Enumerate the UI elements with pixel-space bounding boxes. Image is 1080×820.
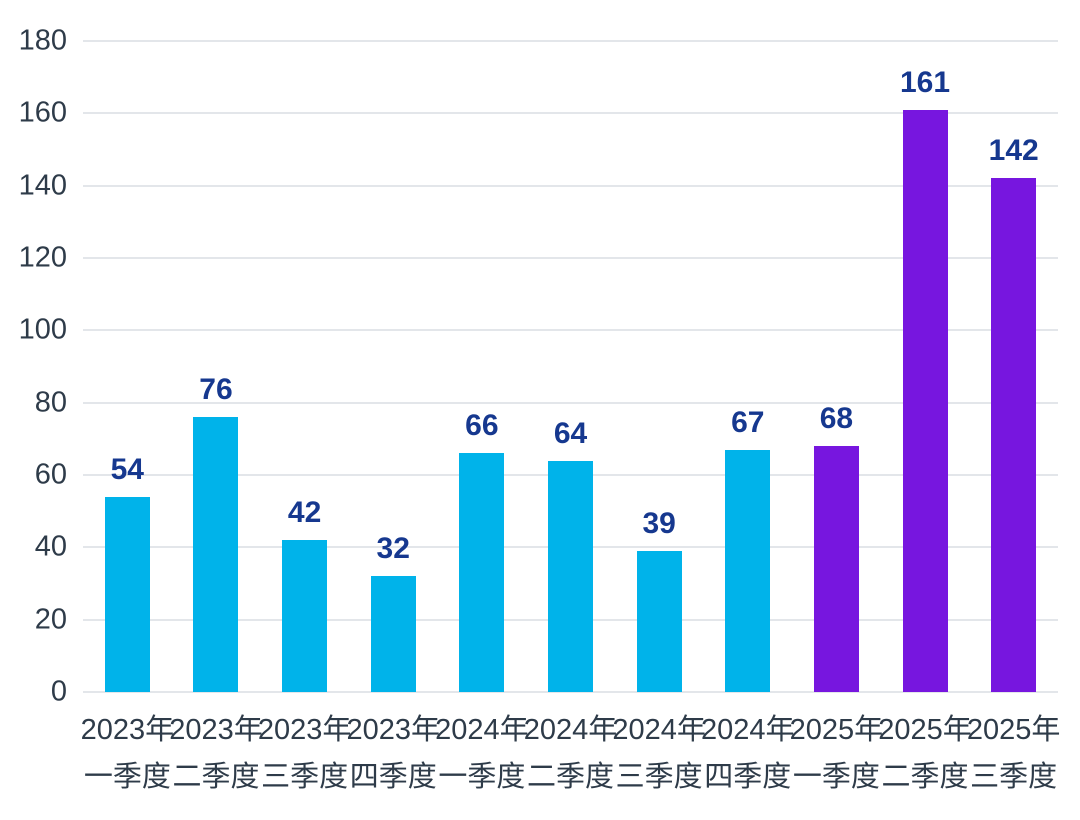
x-tick-label: 2025年二季度 bbox=[870, 716, 980, 792]
plot-area: 0 20 40 60 80 100 120 140 160 180 54 2023年一季度 76 2023… bbox=[19, 26, 1061, 792]
bar bbox=[636, 550, 682, 692]
y-tick-label: 80 bbox=[34, 386, 67, 419]
bar-value-label: 54 bbox=[110, 452, 144, 486]
x-tick-label-year: 2023年 bbox=[257, 714, 352, 746]
x-tick-label-year: 2024年 bbox=[523, 714, 618, 746]
x-tick-label-year: 2023年 bbox=[80, 714, 175, 746]
x-tick-label: 2023年二季度 bbox=[161, 716, 271, 792]
bar-value-label: 76 bbox=[199, 373, 233, 407]
x-tick-label-year: 2023年 bbox=[169, 714, 263, 746]
y-tick-label: 160 bbox=[18, 96, 67, 129]
x-tick-label: 2023年四季度 bbox=[338, 716, 448, 792]
x-tick-label-quarter: 三季度 bbox=[970, 761, 1058, 793]
gridline bbox=[83, 401, 1058, 404]
x-tick-label-year: 2025年 bbox=[878, 714, 972, 746]
x-tick-label-quarter: 四季度 bbox=[349, 761, 437, 793]
x-tick-label-quarter: 二季度 bbox=[172, 761, 260, 793]
bar bbox=[725, 449, 771, 692]
bar bbox=[193, 417, 239, 692]
x-tick-label-quarter: 四季度 bbox=[704, 761, 792, 793]
x-tick-label: 2025年三季度 bbox=[959, 716, 1069, 792]
x-tick-label: 2025年一季度 bbox=[781, 716, 891, 792]
gridline bbox=[83, 257, 1058, 259]
x-tick-label: 2024年三季度 bbox=[604, 716, 714, 792]
x-tick-label-quarter: 三季度 bbox=[261, 761, 349, 793]
x-tick-label: 2023年三季度 bbox=[250, 716, 360, 792]
bar-value-label: 42 bbox=[287, 496, 322, 530]
bar bbox=[282, 540, 328, 692]
bar-value-label: 68 bbox=[819, 402, 854, 436]
gridline bbox=[83, 691, 1058, 693]
x-tick-label-year: 2024年 bbox=[701, 714, 795, 746]
x-tick-label-quarter: 一季度 bbox=[792, 761, 880, 793]
y-tick-label: 120 bbox=[18, 241, 67, 274]
bar-value-label: 161 bbox=[900, 65, 951, 99]
x-tick-label-quarter: 三季度 bbox=[615, 761, 703, 793]
gridline bbox=[83, 329, 1058, 332]
x-tick-label-quarter: 一季度 bbox=[438, 761, 526, 793]
x-tick-label-year: 2024年 bbox=[435, 714, 529, 746]
x-tick-label: 2024年四季度 bbox=[693, 716, 803, 792]
y-tick-label: 20 bbox=[34, 603, 67, 636]
y-tick-label: 40 bbox=[34, 530, 67, 563]
x-tick-label-quarter: 一季度 bbox=[83, 761, 171, 793]
bar-value-label: 32 bbox=[376, 532, 410, 566]
bar bbox=[902, 109, 948, 692]
bar bbox=[104, 496, 150, 692]
gridline bbox=[83, 40, 1058, 42]
bar-value-label: 66 bbox=[465, 409, 499, 443]
x-tick-label-year: 2025年 bbox=[789, 714, 884, 746]
bar bbox=[370, 576, 416, 692]
gridline bbox=[83, 112, 1058, 115]
y-tick-label: 140 bbox=[18, 169, 67, 202]
bar bbox=[991, 178, 1037, 692]
bar-value-label: 64 bbox=[553, 416, 588, 450]
bar-value-label: 142 bbox=[988, 134, 1039, 168]
bar-value-label: 67 bbox=[731, 405, 765, 439]
gridline bbox=[83, 184, 1058, 187]
x-tick-label: 2024年二季度 bbox=[516, 716, 626, 792]
bar bbox=[548, 460, 593, 692]
x-tick-label-year: 2025年 bbox=[966, 714, 1061, 746]
y-tick-label: 180 bbox=[18, 24, 67, 57]
x-tick-label-year: 2024年 bbox=[612, 714, 706, 746]
x-tick-label-year: 2023年 bbox=[346, 714, 440, 746]
x-tick-label: 2023年一季度 bbox=[72, 716, 182, 792]
bar bbox=[813, 446, 859, 692]
y-tick-label: 100 bbox=[18, 313, 67, 346]
y-tick-label: 0 bbox=[50, 675, 67, 708]
bar bbox=[459, 453, 505, 692]
y-tick-label: 60 bbox=[34, 458, 67, 491]
x-tick-label-quarter: 二季度 bbox=[526, 761, 614, 793]
bar-value-label: 39 bbox=[642, 506, 676, 540]
x-tick-label-quarter: 二季度 bbox=[881, 761, 969, 793]
x-tick-label: 2024年一季度 bbox=[427, 716, 537, 792]
